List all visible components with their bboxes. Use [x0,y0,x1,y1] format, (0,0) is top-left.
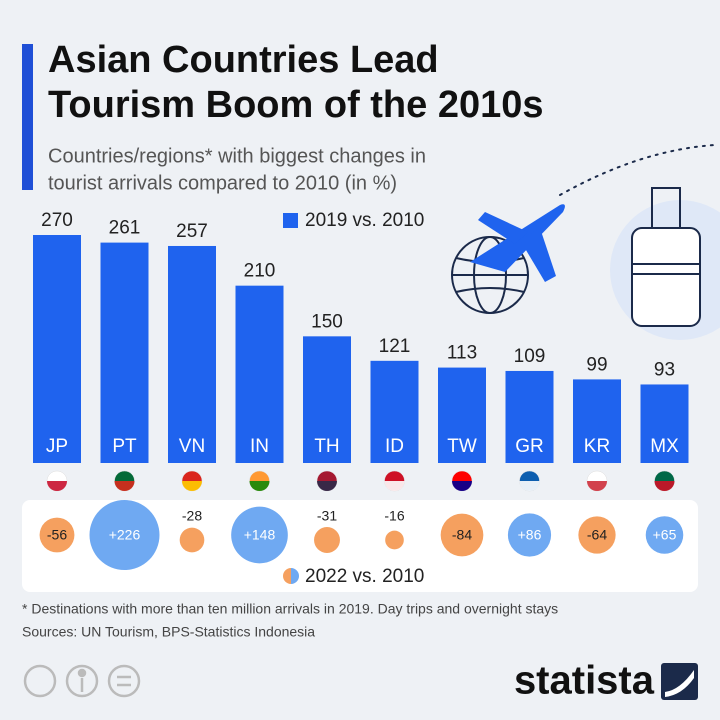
flag [114,481,135,492]
bar [33,235,81,463]
bubble [385,530,404,550]
bubble-label: +86 [518,527,542,543]
legend-swatch [283,568,299,584]
bubble-label: -28 [182,508,202,524]
value-label: 210 [244,261,276,282]
bar [505,370,554,463]
license-icons [23,664,141,698]
bar [303,336,351,463]
flag [654,481,675,492]
bubble [39,517,75,553]
flag [384,481,405,492]
x-tick-label: TH [314,436,339,457]
legend-swatch-half [291,568,299,584]
bubble [645,516,684,554]
x-tick-label: ID [385,436,404,457]
bar [370,360,419,463]
bar [168,245,216,463]
flag [317,481,337,491]
x-tick-label: KR [584,436,610,457]
value-label: 113 [447,343,477,364]
title-accent [22,44,33,190]
illustration [451,144,720,340]
x-tick-label: PT [112,436,137,457]
value-label: 270 [41,210,73,231]
bar [235,285,284,463]
footnote: * Destinations with more than ten millio… [22,601,558,617]
x-tick-label: JP [46,436,68,457]
value-label: 99 [586,354,607,375]
source: Sources: UN Tourism, BPS-Statistics Indo… [22,624,315,640]
legend-swatch-half [283,568,291,584]
bar [640,384,689,463]
flag [587,481,607,491]
bar [438,367,486,463]
chart-subtitle: tourist arrivals compared to 2010 (in %) [48,172,397,194]
value-label: 93 [654,359,675,380]
bubble [578,516,616,554]
chart-subtitle: Countries/regions* with biggest changes … [48,145,426,167]
flag [452,481,472,491]
brand-logo [661,663,698,700]
legend-swatch [283,213,298,228]
bubble-label: +226 [109,527,141,543]
x-tick-label: VN [179,436,205,457]
bubble [314,527,340,553]
value-label: 150 [311,311,343,332]
bubble-label: -84 [452,527,472,543]
brand: statista [514,659,655,703]
chart-title: Tourism Boom of the 2010s [48,84,544,126]
x-tick-label: IN [250,436,269,457]
value-label: 121 [379,336,411,357]
value-label: 257 [176,221,208,242]
legend-label: 2019 vs. 2010 [305,210,424,231]
bubble [440,513,484,557]
bubble [179,527,205,553]
x-tick-label: MX [650,436,679,457]
value-label: 109 [514,346,546,367]
bubble [231,506,288,564]
bubble-label: -64 [587,527,607,543]
x-tick-label: TW [447,436,477,457]
bar [100,242,149,463]
bubble-label: +148 [244,527,276,543]
bubble [507,513,552,557]
flag [47,481,67,491]
chart-title: Asian Countries Lead [48,39,439,81]
bubble-label: -16 [384,508,404,524]
flag [182,481,202,491]
value-label: 261 [109,218,141,239]
bubble-label: -56 [47,527,67,543]
bubble [89,500,160,570]
flag [249,481,270,492]
bubble-label: -31 [317,508,337,524]
x-tick-label: GR [515,436,544,457]
flag [519,481,540,492]
bubble-label: +65 [653,527,677,543]
legend-label: 2022 vs. 2010 [305,566,424,587]
bar [573,379,621,463]
